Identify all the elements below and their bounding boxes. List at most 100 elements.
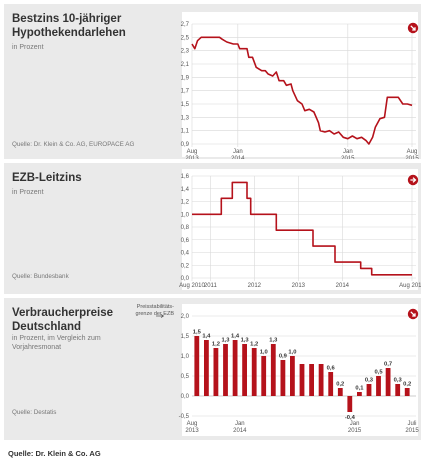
reference-note: Preisstabilitäts-grenze der EZB [135,304,174,317]
data-label: 0,2 [403,382,411,388]
bar [242,344,247,396]
bar [204,340,209,396]
y-tick-label: 1,0 [181,354,190,360]
bar [395,384,401,396]
y-tick-label: 1,3 [181,115,190,121]
panel-ecb-rate: EZB-Leitzins in Prozent Quelle: Bundesba… [4,163,421,294]
bar [232,340,238,396]
panel-subtitle: in Prozent, im Vergleich zum Vorjahresmo… [12,335,101,351]
panel-consumer-prices: Verbraucherpreise Deutschland in Prozent… [4,298,421,440]
y-tick-label: 0,9 [181,142,190,148]
bar [299,364,305,396]
x-tick-label: Jan 2014 [233,421,247,434]
x-tick-label: 2014 [336,283,350,289]
y-tick-label: 2,5 [181,35,190,41]
bar [280,360,286,396]
panel-mortgage-rate: Bestzins 10-jähriger Hypothekendarlehen … [4,4,421,159]
y-tick-label: 1,0 [181,212,190,218]
y-tick-label: 2,3 [181,49,190,55]
reference-arrow [156,314,165,318]
y-tick-label: 1,1 [181,129,190,135]
arrow-glyph [410,311,416,317]
bar [328,372,334,396]
y-tick-label: 0,4 [181,251,190,257]
y-tick-label: 1,4 [181,187,190,193]
y-tick-label: 0,5 [181,374,190,380]
arrow-glyph [410,177,417,183]
y-tick-label: 1,5 [181,334,190,340]
y-tick-label: 0,8 [181,225,190,231]
x-tick-label: Aug 2010 [179,283,205,289]
bar [223,344,228,396]
x-tick-label: 2011 [204,283,218,289]
source-note: Quelle: Bundesbank [12,273,69,280]
y-tick-label: 2,1 [181,62,190,68]
data-label: 1,4 [202,334,211,340]
bar [194,336,200,396]
data-label: -0,4 [345,415,356,421]
y-tick-label: 2,7 [181,22,190,28]
data-label: 1,3 [221,338,230,344]
x-tick-label: 2013 [292,283,306,289]
y-tick-label: 1,5 [181,102,190,108]
data-label: 1,0 [260,350,268,356]
bar [347,396,353,412]
bar [357,392,362,396]
data-label: 0,3 [394,378,403,384]
bar [309,364,314,396]
data-label: 1,2 [250,342,258,348]
data-label: 0,1 [355,386,364,392]
bar [290,356,295,396]
data-label: 0,2 [336,382,344,388]
bar [270,344,276,396]
data-label: 1,3 [241,338,250,344]
y-tick-label: 1,9 [181,75,190,81]
y-tick-label: 0,2 [181,263,190,269]
panel-subtitle: in Prozent [12,44,44,51]
source-note: Quelle: Dr. Klein & Co. AG, EUROPACE AG [12,141,135,148]
data-label: 0,3 [365,378,374,384]
bar [213,348,219,396]
y-tick-label: 1,6 [181,174,190,180]
panel-title: Bestzins 10-jähriger Hypothekendarlehen [12,13,126,39]
bar [376,376,381,396]
source-note: Quelle: Destatis [12,409,57,416]
bar [318,364,324,396]
footer-source: Quelle: Dr. Klein & Co. AG [8,449,101,458]
y-tick-label: 1,7 [181,89,190,95]
bar [261,356,267,396]
bar [404,388,410,396]
x-tick-label: Jan 2014 [231,149,245,159]
y-tick-label: 0,6 [181,238,190,244]
bar [251,348,257,396]
x-tick-label: Jan 2015 [348,421,362,434]
arrow-glyph [410,25,416,31]
data-label: 1,3 [269,338,278,344]
panel-subtitle: in Prozent [12,189,44,196]
y-tick-label: 2,0 [181,314,190,320]
y-tick-label: -0,5 [179,414,190,420]
plot-area [182,12,418,157]
panel-title: EZB-Leitzins [12,172,82,184]
x-tick-label: Aug 2015 [399,283,421,289]
series-line [191,36,413,145]
y-tick-label: 0,0 [181,394,190,400]
x-tick-label: 2012 [248,283,262,289]
data-label: 1,4 [231,334,240,340]
y-tick-label: 0,0 [181,276,190,282]
data-label: 1,2 [212,342,220,348]
series-line [192,181,412,276]
data-label: 0,9 [279,354,288,360]
data-label: 0,5 [374,370,383,376]
data-label: 1,0 [288,350,296,356]
bar [366,384,372,396]
x-tick-label: Aug 2013 [185,149,199,159]
bar [337,388,343,396]
panel-title: Verbraucherpreise Deutschland [12,307,114,333]
chart-consumer-prices: 2,0 1,5 1,0 0,5 0,0 -0,5 Preisstabilitäts-gren… [135,304,419,434]
data-label: 0,7 [384,362,392,368]
x-tick-label: Aug 2015 [405,149,419,159]
